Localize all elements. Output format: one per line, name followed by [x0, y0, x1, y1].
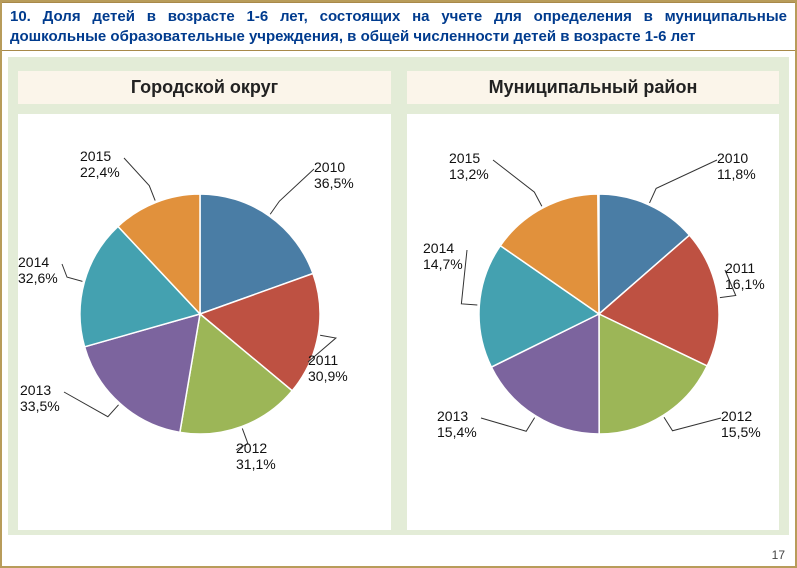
- pie-chart-district: 201011,8% 201116,1% 201215,5% 201315,4% 2014…: [407, 114, 779, 530]
- slice-label-2014: 201432,6%: [18, 254, 58, 286]
- leader-line: [493, 160, 542, 206]
- subtitle-urban: Городской округ: [18, 71, 391, 104]
- leader-line: [664, 417, 721, 431]
- leader-line: [461, 250, 477, 305]
- pie-chart-urban: 201036,5% 201130,9% 201231,1% 201333,5% 2014…: [18, 114, 391, 530]
- leader-line: [481, 418, 535, 432]
- slice-label-2010: 201011,8%: [717, 150, 756, 182]
- slice-label-2015: 201513,2%: [449, 150, 489, 182]
- leader-line: [124, 158, 155, 201]
- leader-line: [270, 169, 314, 214]
- slice-label-2014: 201414,7%: [423, 240, 463, 272]
- leader-line: [62, 264, 82, 281]
- slice-label-2011: 201116,1%: [725, 260, 765, 292]
- content-area: Городской округ 201036,5% 201130,9% 201231…: [8, 57, 789, 535]
- slide-title: 10. Доля детей в возрасте 1-6 лет, состо…: [2, 2, 795, 51]
- column-district: Муниципальный район 201011,8% 201116,1% 20…: [407, 71, 779, 525]
- page-number: 17: [772, 548, 785, 562]
- column-urban: Городской округ 201036,5% 201130,9% 201231…: [18, 71, 391, 525]
- leader-line: [64, 392, 119, 417]
- slice-label-2012: 201215,5%: [721, 408, 761, 440]
- slice-label-2010: 201036,5%: [314, 159, 354, 191]
- slice-label-2011: 201130,9%: [308, 352, 348, 384]
- slice-label-2015: 201522,4%: [80, 148, 120, 180]
- slice-label-2013: 201333,5%: [20, 382, 60, 414]
- subtitle-district: Муниципальный район: [407, 71, 779, 104]
- leader-line: [650, 160, 717, 203]
- slice-label-2013: 201315,4%: [437, 408, 477, 440]
- slide-page: 10. Доля детей в возрасте 1-6 лет, состо…: [0, 0, 797, 568]
- slice-label-2012: 201231,1%: [236, 440, 276, 472]
- columns: Городской округ 201036,5% 201130,9% 201231…: [18, 71, 779, 525]
